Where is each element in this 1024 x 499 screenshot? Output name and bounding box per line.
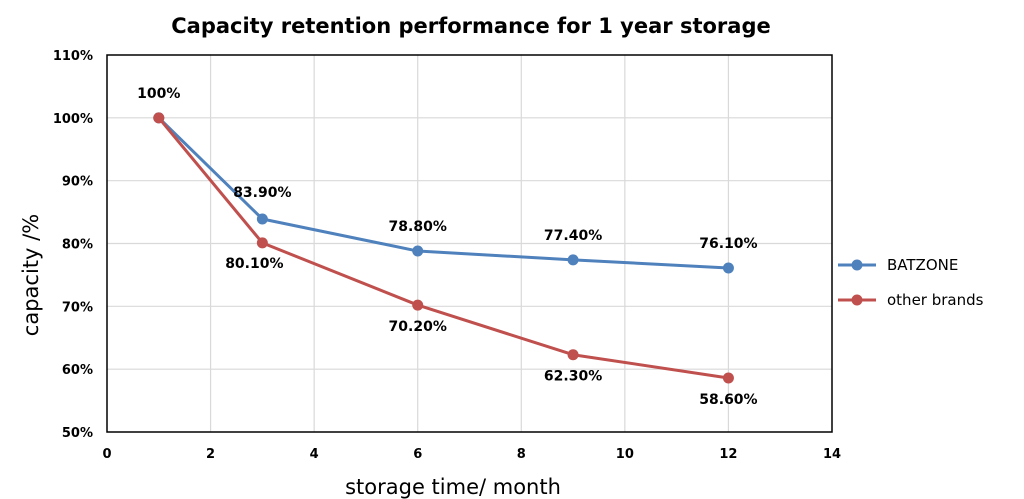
data-label: 77.40%: [544, 228, 602, 244]
data-label: 80.10%: [225, 256, 283, 272]
y-tick-label: 50%: [62, 426, 93, 441]
y-tick-label: 110%: [53, 49, 93, 64]
data-label: 76.10%: [699, 236, 757, 252]
data-point: [722, 262, 734, 274]
x-tick-label: 10: [616, 447, 634, 462]
data-label: 62.30%: [544, 369, 602, 385]
y-tick-label: 70%: [62, 300, 93, 315]
plot-area: [106, 54, 833, 433]
legend: BATZONE other brands: [838, 256, 984, 309]
data-labels: 83.90% 78.80% 77.40% 76.10% 100% 80.10% 70.20%…: [137, 86, 757, 408]
data-point: [256, 213, 268, 225]
legend-label: other brands: [887, 291, 984, 309]
y-tick-label: 80%: [62, 238, 93, 253]
data-point: [722, 372, 734, 384]
data-label: 70.20%: [389, 319, 447, 335]
x-tick-label: 6: [413, 447, 422, 462]
y-tick-label: 100%: [53, 112, 93, 127]
x-tick-label: 0: [102, 447, 111, 462]
grid: [107, 55, 832, 432]
x-tick-label: 2: [206, 447, 215, 462]
data-point: [567, 254, 579, 266]
data-label: 78.80%: [389, 219, 447, 235]
y-axis-label: capacity /%: [19, 214, 43, 336]
legend-marker: [851, 294, 863, 306]
y-tick-label: 60%: [62, 363, 93, 378]
legend-label: BATZONE: [887, 256, 958, 274]
series-line: [157, 116, 729, 380]
data-point: [256, 237, 268, 249]
x-axis-label: storage time/ month: [345, 475, 561, 499]
data-point: [153, 112, 165, 124]
x-axis-ticks: 0 2 4 6 8 10 12 14: [102, 447, 841, 462]
data-point: [412, 245, 424, 257]
data-point: [567, 349, 579, 361]
series-layer: [153, 112, 734, 384]
x-tick-label: 8: [517, 447, 526, 462]
series-other-brands: [153, 112, 734, 384]
y-axis-ticks: 50% 60% 70% 80% 90% 100% 110%: [53, 49, 93, 441]
data-label: 100%: [137, 86, 180, 102]
data-label: 58.60%: [699, 392, 757, 408]
data-label: 83.90%: [233, 185, 291, 201]
x-tick-label: 14: [823, 447, 841, 462]
legend-marker: [851, 259, 863, 271]
x-tick-label: 12: [719, 447, 737, 462]
legend-item: BATZONE: [838, 256, 958, 274]
legend-item: other brands: [838, 291, 984, 309]
y-tick-label: 90%: [62, 175, 93, 190]
chart-title: Capacity retention performance for 1 yea…: [171, 14, 770, 38]
x-tick-label: 4: [310, 447, 319, 462]
data-point: [412, 299, 424, 311]
